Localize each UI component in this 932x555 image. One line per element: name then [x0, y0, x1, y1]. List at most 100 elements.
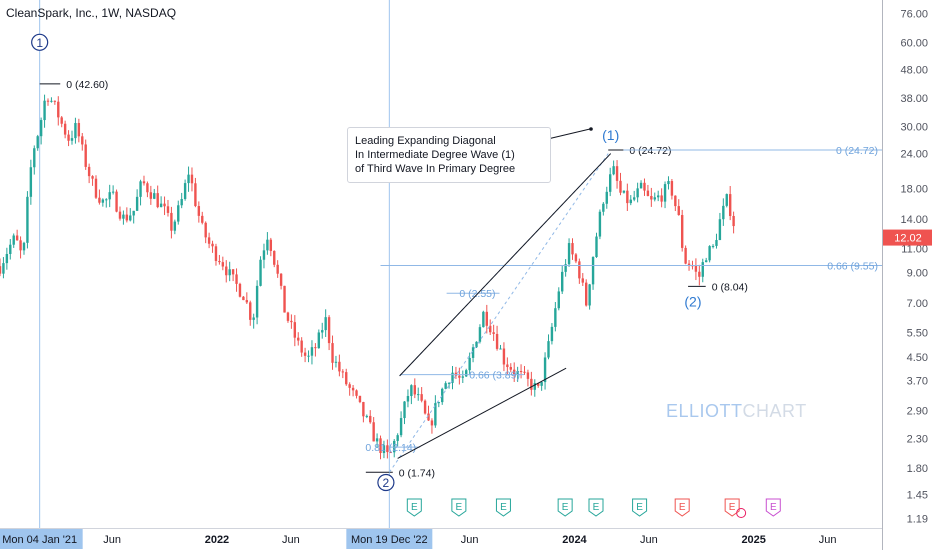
candle: [609, 167, 612, 197]
candle-body: [437, 402, 440, 404]
candle-body: [585, 282, 588, 306]
watermark: ELLIOTTCHART: [666, 401, 807, 422]
price-tick-label: 48.00: [900, 64, 928, 76]
time-tick-label: 2025: [741, 534, 765, 546]
earnings-badge: [451, 498, 467, 517]
candle-body: [159, 203, 163, 208]
candle: [2, 257, 5, 279]
candle: [677, 199, 680, 216]
candle-body: [101, 199, 105, 203]
candle-body: [574, 254, 578, 262]
candle: [519, 364, 523, 379]
candle-body: [255, 285, 259, 318]
candle: [588, 283, 591, 310]
candle-body: [513, 369, 516, 375]
earnings-marker: E: [724, 498, 740, 517]
candle: [43, 94, 46, 128]
candle-body: [447, 382, 451, 384]
candle: [437, 401, 440, 408]
candle-body: [465, 370, 468, 377]
price-level-label: 0 (1.74): [399, 467, 435, 479]
candle: [561, 265, 564, 294]
candle-body: [132, 210, 135, 216]
candle-body: [355, 390, 358, 396]
candle-body: [334, 361, 338, 363]
candle-body: [63, 123, 67, 135]
candle: [0, 258, 2, 277]
candle-body: [276, 264, 279, 274]
annotation-line: of Third Wave In Primary Degree: [355, 163, 516, 175]
candle: [396, 433, 399, 447]
price-tick-label: 2.90: [907, 405, 928, 417]
candle-body: [526, 372, 530, 379]
candle-body: [639, 182, 643, 189]
candle: [201, 211, 204, 225]
candle-body: [283, 285, 286, 313]
candle: [444, 381, 447, 390]
candle-body: [430, 420, 434, 426]
price-tick-label: 60.00: [900, 37, 928, 49]
candle: [166, 199, 170, 217]
candle-body: [57, 101, 60, 118]
wave-label: (1): [602, 127, 619, 143]
candle: [235, 268, 238, 292]
candle: [252, 313, 255, 329]
candle: [605, 186, 608, 209]
candle: [554, 301, 557, 332]
earnings-marker: E: [451, 498, 467, 517]
candle: [19, 236, 22, 259]
earnings-marker: E: [765, 498, 781, 517]
candle-body: [235, 274, 238, 284]
candle: [698, 264, 701, 286]
candle: [461, 370, 464, 383]
wave-label: 1: [31, 33, 49, 51]
earnings-letter: E: [593, 502, 600, 513]
candle-body: [622, 190, 626, 193]
candle-body: [351, 387, 355, 391]
candle: [571, 238, 574, 260]
candle: [111, 185, 115, 195]
price-tick-label: 24.00: [900, 149, 928, 161]
crosshair-date-label: Mon 19 Dec '22: [351, 534, 428, 546]
candle: [122, 210, 125, 225]
candle: [626, 183, 629, 211]
candles: [0, 94, 735, 460]
candle: [94, 175, 98, 200]
candle: [221, 256, 225, 271]
candle-body: [441, 388, 444, 403]
candle-body: [410, 385, 413, 397]
candle: [728, 186, 732, 221]
candle-body: [314, 347, 317, 349]
candle-body: [91, 176, 94, 179]
chart-title: CleanSpark, Inc., 1W, NASDAQ: [6, 6, 177, 20]
candle-body: [502, 348, 506, 365]
candle: [725, 193, 728, 208]
candle: [91, 175, 94, 186]
candle-body: [567, 243, 571, 265]
candle: [502, 342, 506, 372]
price-tick-label: 38.00: [900, 93, 928, 105]
candle-body: [201, 215, 204, 223]
candle-body: [554, 308, 557, 327]
candle: [643, 178, 646, 196]
candle: [358, 395, 362, 404]
candle-body: [273, 250, 276, 265]
annotation-note[interactable]: Leading Expanding Diagonal In Intermedia…: [347, 127, 551, 183]
candle-body: [399, 418, 403, 436]
candle: [321, 322, 324, 339]
candle: [293, 315, 297, 347]
candle: [670, 178, 674, 200]
candle: [207, 232, 211, 249]
candle-body: [427, 413, 430, 421]
candle: [259, 256, 262, 287]
candle: [46, 98, 50, 106]
candle-body: [173, 221, 177, 231]
trend-line: [399, 153, 612, 377]
watermark-part-2: CHART: [742, 401, 807, 421]
candle-body: [626, 190, 629, 204]
candle-body: [591, 257, 595, 285]
candle: [204, 221, 207, 244]
candle: [509, 363, 512, 373]
